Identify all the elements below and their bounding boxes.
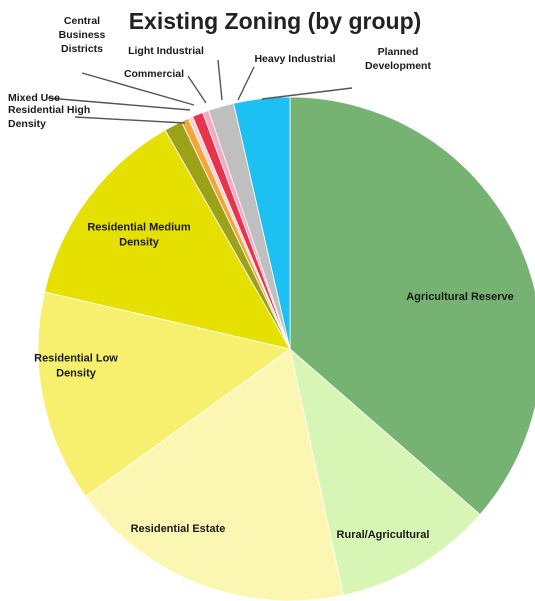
slice-label-agricultural-reserve: Agricultural Reserve: [406, 291, 514, 303]
slice-label-planned-development: Planned Development: [365, 46, 431, 72]
slice-label-mixed-use: Mixed Use: [8, 92, 60, 104]
leader-line-commercial: [187, 75, 207, 104]
slice-label-heavy-industrial: Heavy Industrial: [254, 53, 335, 65]
slice-label-light-industrial: Light Industrial: [128, 45, 204, 57]
slice-label-central-business-districts: Central Business Districts: [59, 15, 106, 55]
slice-label-commercial: Commercial: [124, 68, 184, 80]
leader-line-light-industrial: [217, 59, 223, 101]
pie-slice-rural-agricultural: [289, 347, 481, 596]
chart-title: Existing Zoning (by group): [129, 8, 422, 34]
slice-label-residential-estate: Residential Estate: [131, 523, 226, 535]
leader-line-planned-development: [261, 87, 353, 100]
leader-line-mixed-use: [47, 97, 191, 111]
pie-slice-residential-low-density: [37, 291, 291, 498]
leader-line-heavy-industrial: [237, 66, 255, 101]
pie-slice-residential-estate: [85, 348, 344, 601]
slice-label-rural-agricultural: Rural/Agricultural: [337, 529, 430, 541]
slice-label-residential-medium-density: Residential Medium Density: [87, 222, 191, 249]
leader-line-residential-high-density: [74, 116, 186, 124]
slice-labels: Agricultural Reserve Rural/Agricultural Re…: [8, 15, 514, 541]
slice-label-residential-high-density: Residential High Density: [8, 104, 90, 130]
pie-slice-residential-medium-density: [44, 129, 291, 350]
pie-slice-agricultural-reserve: [289, 96, 535, 516]
slice-label-residential-low-density: Residential Low Density: [34, 353, 118, 380]
callout-leaders: [47, 59, 353, 124]
pie-slices: [37, 96, 535, 601]
pie-slice-planned-development: [233, 96, 291, 350]
leader-line-central-business-districts: [81, 72, 195, 106]
